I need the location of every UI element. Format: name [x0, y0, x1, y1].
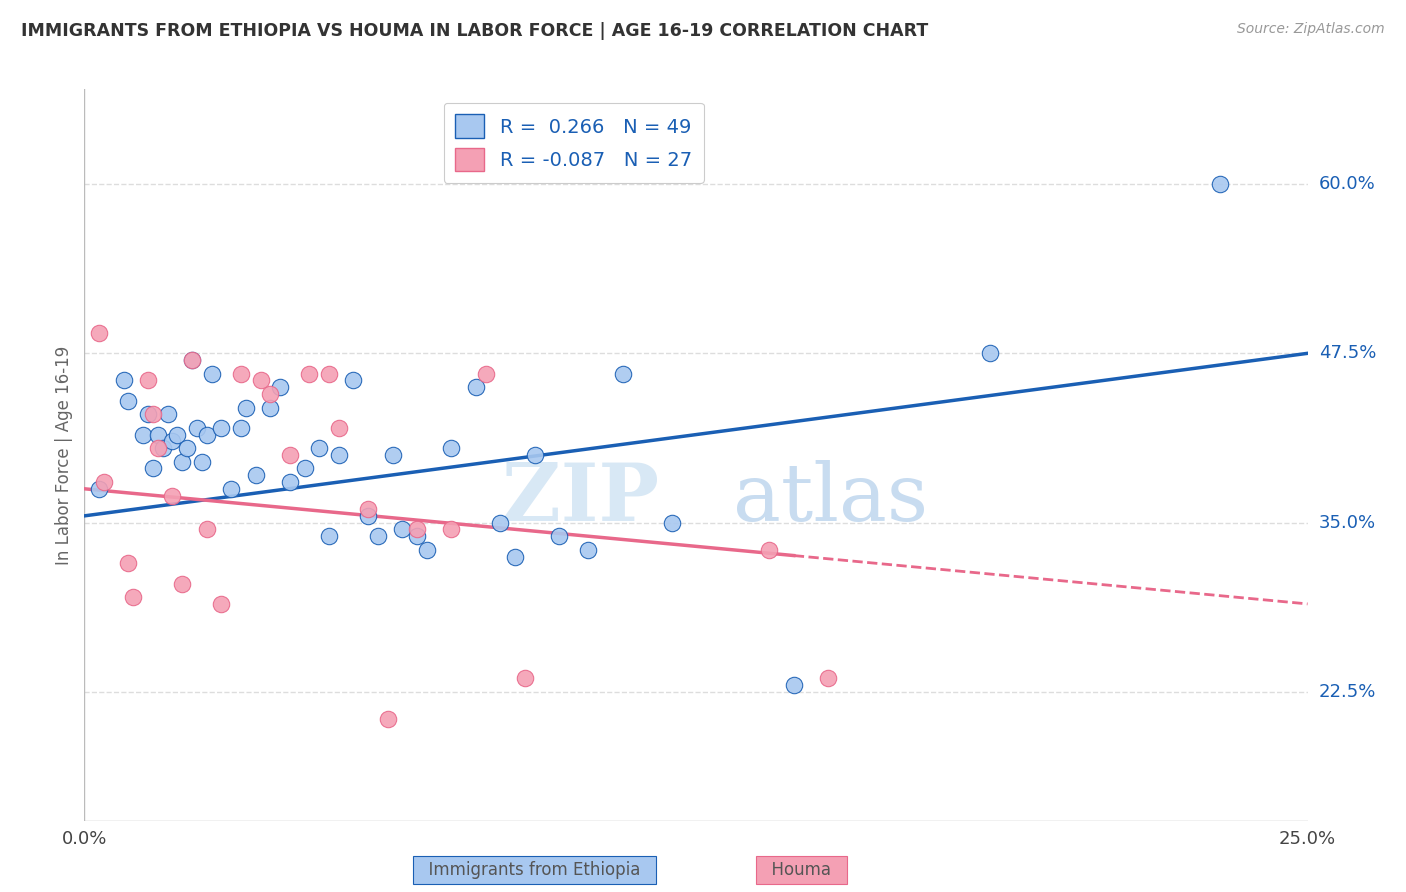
Point	[229, 367, 252, 381]
Point	[122, 590, 145, 604]
Point	[93, 475, 115, 489]
Point	[219, 482, 242, 496]
Point	[259, 387, 281, 401]
Y-axis label: In Labor Force | Age 16-19: In Labor Force | Age 16-19	[55, 345, 73, 565]
Point	[117, 556, 139, 570]
Text: 47.5%: 47.5%	[1319, 344, 1376, 362]
Point	[377, 712, 399, 726]
Point	[259, 401, 281, 415]
Point	[278, 475, 301, 489]
Point	[308, 441, 330, 455]
Point	[612, 367, 634, 381]
Point	[132, 427, 155, 442]
Point	[87, 482, 110, 496]
Point	[548, 529, 571, 543]
Point	[278, 448, 301, 462]
Point	[186, 421, 208, 435]
Point	[195, 523, 218, 537]
Text: 35.0%: 35.0%	[1319, 514, 1376, 532]
Text: IMMIGRANTS FROM ETHIOPIA VS HOUMA IN LABOR FORCE | AGE 16-19 CORRELATION CHART: IMMIGRANTS FROM ETHIOPIA VS HOUMA IN LAB…	[21, 22, 928, 40]
Point	[817, 672, 839, 686]
Point	[474, 367, 496, 381]
Point	[298, 367, 321, 381]
Point	[328, 448, 350, 462]
Point	[357, 508, 380, 523]
Point	[783, 678, 806, 692]
Point	[464, 380, 486, 394]
Point	[235, 401, 257, 415]
Text: ZIP: ZIP	[502, 459, 659, 538]
Point	[162, 489, 184, 503]
Text: Source: ZipAtlas.com: Source: ZipAtlas.com	[1237, 22, 1385, 37]
Point	[191, 455, 214, 469]
Point	[391, 523, 413, 537]
Point	[661, 516, 683, 530]
Text: Houma: Houma	[761, 861, 842, 879]
Point	[245, 468, 267, 483]
Point	[523, 448, 546, 462]
Point	[181, 353, 204, 368]
Point	[166, 427, 188, 442]
Point	[229, 421, 252, 435]
Point	[112, 373, 135, 387]
Point	[513, 672, 536, 686]
Point	[162, 434, 184, 449]
Point	[357, 502, 380, 516]
Text: Immigrants from Ethiopia: Immigrants from Ethiopia	[418, 861, 651, 879]
Text: atlas: atlas	[733, 459, 928, 538]
Point	[440, 441, 463, 455]
Point	[440, 523, 463, 537]
Point	[146, 427, 169, 442]
Point	[172, 455, 194, 469]
Point	[1208, 177, 1230, 191]
Point	[758, 542, 780, 557]
Text: 22.5%: 22.5%	[1319, 683, 1376, 701]
Point	[342, 373, 364, 387]
Point	[142, 407, 165, 421]
Point	[269, 380, 291, 394]
Point	[142, 461, 165, 475]
Point	[156, 407, 179, 421]
Point	[381, 448, 404, 462]
Point	[328, 421, 350, 435]
Point	[117, 393, 139, 408]
Point	[249, 373, 271, 387]
Point	[318, 367, 340, 381]
Point	[195, 427, 218, 442]
Point	[87, 326, 110, 340]
Point	[318, 529, 340, 543]
Point	[406, 529, 429, 543]
Point	[200, 367, 222, 381]
Legend: R =  0.266   N = 49, R = -0.087   N = 27: R = 0.266 N = 49, R = -0.087 N = 27	[443, 103, 704, 183]
Point	[136, 373, 159, 387]
Point	[172, 576, 194, 591]
Point	[181, 353, 204, 368]
Point	[209, 421, 232, 435]
Point	[152, 441, 174, 455]
Text: 60.0%: 60.0%	[1319, 175, 1375, 193]
Point	[416, 542, 439, 557]
Point	[367, 529, 389, 543]
Point	[503, 549, 526, 564]
Point	[176, 441, 198, 455]
Point	[146, 441, 169, 455]
Point	[576, 542, 599, 557]
Point	[979, 346, 1001, 360]
Point	[406, 523, 429, 537]
Point	[209, 597, 232, 611]
Point	[294, 461, 316, 475]
Point	[136, 407, 159, 421]
Point	[489, 516, 512, 530]
